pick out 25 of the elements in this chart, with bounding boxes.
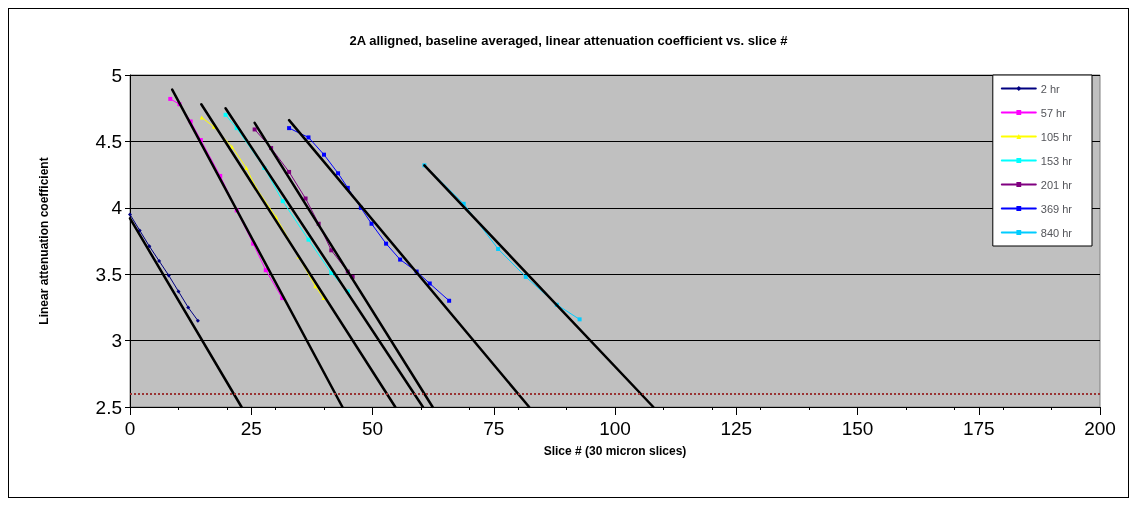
y-axis-title: Linear attenuation coefficient bbox=[37, 157, 51, 325]
legend-label: 2 hr bbox=[1040, 82, 1061, 95]
legend-label: 57 hr bbox=[1040, 106, 1067, 119]
legend-label: 153 hr bbox=[1040, 154, 1073, 167]
y-tick-label: 5 bbox=[111, 64, 122, 86]
legend-label: 105 hr bbox=[1040, 130, 1073, 143]
legend-label: 201 hr bbox=[1040, 178, 1073, 191]
y-tick-label: 3 bbox=[111, 330, 122, 352]
x-tick-label: 125 bbox=[720, 418, 753, 439]
x-tick-label: 50 bbox=[361, 418, 384, 439]
y-tick-label: 4.5 bbox=[95, 130, 122, 152]
legend-label: 369 hr bbox=[1040, 202, 1073, 215]
y-tick-label: 4 bbox=[111, 197, 123, 219]
y-tick-label: 3.5 bbox=[95, 263, 122, 285]
x-tick-label: 200 bbox=[1084, 418, 1116, 439]
x-tick-label: 0 bbox=[124, 418, 136, 439]
chart-title: 2A alligned, baseline averaged, linear attenuation coefficient vs. slice # bbox=[349, 33, 789, 48]
x-tick-label: 100 bbox=[599, 418, 631, 439]
legend-label: 840 hr bbox=[1040, 226, 1073, 239]
x-tick-label: 175 bbox=[962, 418, 995, 439]
x-tick-label: 150 bbox=[841, 418, 874, 439]
x-tick-label: 25 bbox=[240, 418, 262, 439]
y-tick-label: 2.5 bbox=[95, 396, 122, 418]
x-axis-title: Slice # (30 micron slices) bbox=[543, 444, 687, 458]
x-tick-label: 75 bbox=[483, 418, 505, 439]
